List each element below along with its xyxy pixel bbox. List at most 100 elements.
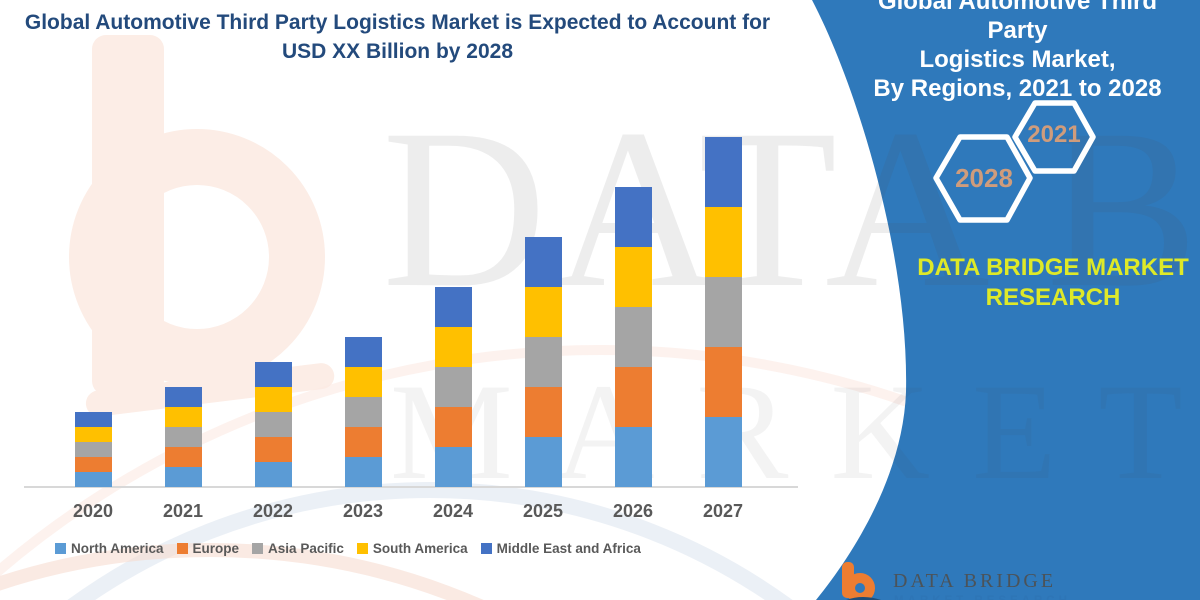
bar-segment-2020-asia-pacific <box>74 442 112 457</box>
legend-label: Asia Pacific <box>268 541 344 556</box>
brand-name-text: DATA BRIDGE MARKET RESEARCH <box>903 253 1200 313</box>
main-title: Global Automotive Third Party Logistics … <box>0 8 795 66</box>
hexagon-2021-icon <box>1012 100 1096 174</box>
x-axis-label-2027: 2027 <box>702 501 744 521</box>
bar-segment-2024-south-america <box>434 327 472 367</box>
footer-b-icon <box>842 562 881 600</box>
title-line-2: USD XX Billion by 2028 <box>281 40 514 63</box>
bar-group-2021 <box>138 387 228 487</box>
bar-group-2024 <box>408 287 498 487</box>
side-panel-curve <box>812 0 1200 600</box>
bar-segment-2023-middle-east-and-africa <box>344 337 382 367</box>
bar-segment-2026-south-america <box>614 247 652 307</box>
bar-segment-2023-south-america <box>344 367 382 397</box>
bar-stack-2023 <box>344 337 382 487</box>
heading-line-1: Global Automotive Third Party <box>877 0 1158 44</box>
bar-segment-2021-asia-pacific <box>164 427 202 447</box>
bar-segment-2021-north-america <box>164 467 202 487</box>
bar-segment-2022-south-america <box>254 387 292 412</box>
legend-swatch-icon <box>480 543 492 554</box>
bar-segment-2021-europe <box>164 447 202 467</box>
hexagon-2028-label: 2028 <box>955 163 1013 193</box>
bar-segment-2020-europe <box>74 457 112 472</box>
bar-segment-2020-north-america <box>74 472 112 487</box>
bar-segment-2027-south-america <box>704 207 742 277</box>
bar-segment-2026-europe <box>614 367 652 427</box>
legend-swatch-icon <box>252 543 264 554</box>
bar-segment-2021-middle-east-and-africa <box>164 387 202 407</box>
legend-swatch-icon <box>55 543 66 554</box>
title-line-1: Global Automotive Third Party Logistics … <box>24 11 771 34</box>
bar-segment-2023-europe <box>344 427 382 457</box>
chart-legend: North America Europe Asia Pacific South Ame… <box>55 541 641 556</box>
bar-segment-2026-north-america <box>614 427 652 487</box>
side-panel-heading: Global Automotive Third Party Logistics … <box>845 0 1190 103</box>
footer-brand-text: DATA BRIDGE <box>893 570 1057 592</box>
legend-item-europe: Europe <box>176 541 240 556</box>
hexagon-badges <box>933 100 1096 223</box>
x-axis-label-2020: 2020 <box>72 501 114 521</box>
bar-segment-2025-north-america <box>524 437 562 487</box>
bar-segment-2022-europe <box>254 437 292 462</box>
bar-segment-2026-asia-pacific <box>614 307 652 367</box>
bar-segment-2023-asia-pacific <box>344 397 382 427</box>
bar-group-2023 <box>318 337 408 487</box>
bar-stack-2026 <box>614 187 652 487</box>
bar-segment-2020-south-america <box>74 427 112 442</box>
footer-sub-text: MARKET RESEARCH <box>894 595 1071 600</box>
legend-label: North America <box>71 541 164 556</box>
x-axis-label-2023: 2023 <box>342 501 384 521</box>
legend-item-asia-pacific: Asia Pacific <box>252 541 344 556</box>
bar-segment-2027-middle-east-and-africa <box>704 137 742 207</box>
bar-group-2025 <box>498 237 588 487</box>
bar-stack-2027 <box>704 137 742 487</box>
bar-segment-2027-north-america <box>704 417 742 487</box>
heading-line-3: By Regions, 2021 to 2028 <box>873 75 1162 102</box>
footer-logo: DATA BRIDGE MARKET RESEARCH <box>838 558 1168 600</box>
bar-segment-2027-asia-pacific <box>704 277 742 347</box>
bar-segment-2021-south-america <box>164 407 202 427</box>
bar-chart: 2020 2021 2022 2023 2024 2025 2026 2027 North A… <box>24 137 798 556</box>
bar-segment-2026-middle-east-and-africa <box>614 187 652 247</box>
x-axis-label-2024: 2024 <box>432 501 474 521</box>
bar-stack-2021 <box>164 387 202 487</box>
bar-segment-2027-europe <box>704 347 742 417</box>
x-axis-label-2021: 2021 <box>162 501 204 521</box>
bar-stack-2024 <box>434 287 472 487</box>
bar-segment-2024-middle-east-and-africa <box>434 287 472 327</box>
bar-group-2027 <box>678 137 768 487</box>
bar-segment-2023-north-america <box>344 457 382 487</box>
b-logo-watermark <box>69 35 335 417</box>
legend-swatch-icon <box>176 543 188 554</box>
bar-segment-2024-north-america <box>434 447 472 487</box>
legend-label: South America <box>372 541 468 556</box>
bar-segment-2025-asia-pacific <box>524 337 562 387</box>
bar-segment-2020-middle-east-and-africa <box>74 412 112 427</box>
bar-segment-2024-europe <box>434 407 472 447</box>
heading-line-2: Logistics Market, <box>919 46 1116 73</box>
bar-segment-2022-asia-pacific <box>254 412 292 437</box>
swoosh-decoration <box>0 345 1200 600</box>
legend-item-middle-east-and-africa: Middle East and Africa <box>480 541 641 556</box>
bar-stack-2020 <box>74 412 112 487</box>
legend-item-north-america: North America <box>55 541 164 556</box>
bar-segment-2025-europe <box>524 387 562 437</box>
hexagon-2028-icon <box>933 134 1033 223</box>
legend-label: Europe <box>192 541 240 556</box>
bar-stack-2025 <box>524 237 562 487</box>
brand-name-line2: RESEARCH <box>985 284 1121 311</box>
bar-group-2020 <box>48 412 138 487</box>
bar-stack-2022 <box>254 362 292 487</box>
bar-segment-2022-north-america <box>254 462 292 487</box>
legend-item-south-america: South America <box>356 541 468 556</box>
brand-name-line1: DATA BRIDGE MARKET <box>917 254 1189 281</box>
x-axis-label-2022: 2022 <box>252 501 294 521</box>
bar-group-2022 <box>228 362 318 487</box>
legend-swatch-icon <box>356 543 368 554</box>
bar-segment-2025-middle-east-and-africa <box>524 237 562 287</box>
x-axis-line <box>24 486 798 488</box>
legend-label: Middle East and Africa <box>496 541 641 556</box>
